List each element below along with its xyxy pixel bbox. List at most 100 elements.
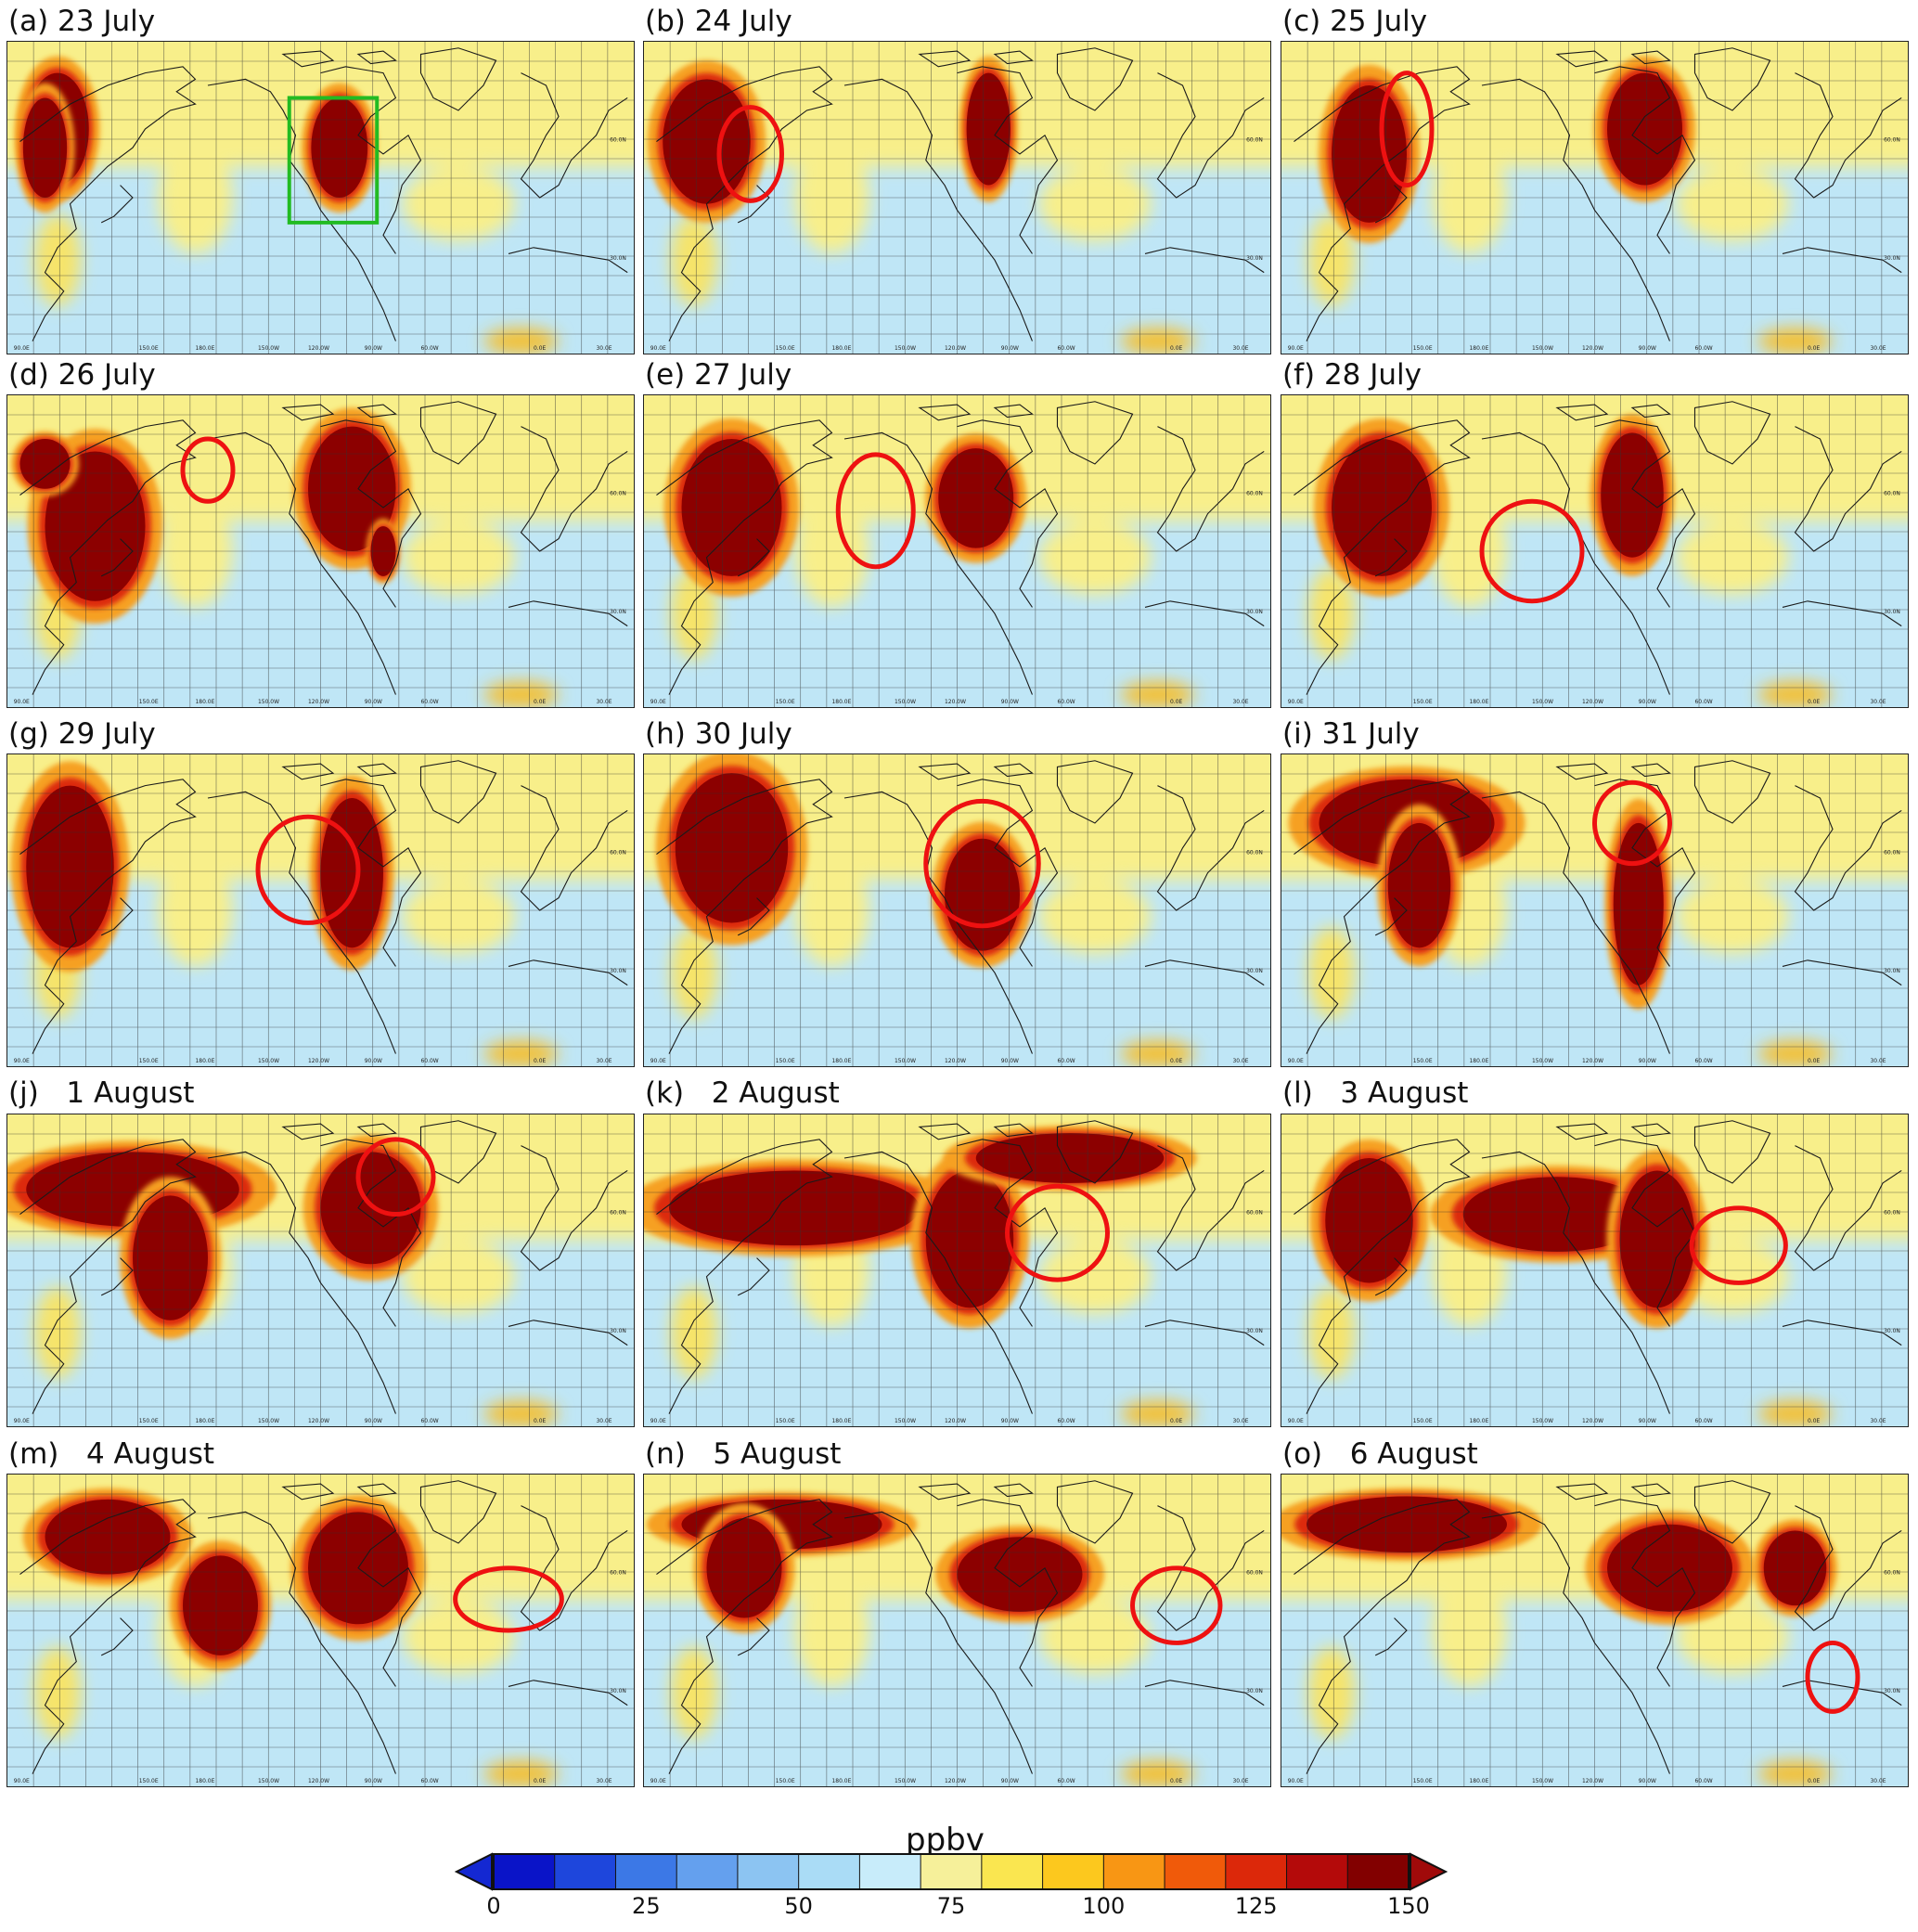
longitude-label: 120.0W <box>308 1418 329 1424</box>
map-panel: 90.0E 150.0E 180.0E 150.0W 120.0W 90.0W 60.0W 0… <box>643 1474 1271 1787</box>
latitude-label: 60.0N <box>1884 1210 1900 1217</box>
coastlines <box>1294 1480 1902 1774</box>
longitude-label: 120.0W <box>308 1778 329 1784</box>
longitude-label: 30.0E <box>1233 1058 1249 1064</box>
plume-core <box>706 1518 782 1618</box>
longitude-label: 150.0E <box>139 699 159 705</box>
plume-core <box>938 448 1014 548</box>
plume-core <box>945 838 1020 951</box>
longitude-label: 120.0W <box>1582 1778 1603 1784</box>
longitude-label: 90.0E <box>14 345 30 352</box>
coastlines <box>19 1480 628 1774</box>
colorbar-segment <box>981 1854 1044 1889</box>
ozone-plumes <box>15 56 378 213</box>
longitude-label: 0.0E <box>534 345 547 352</box>
map-panel: 90.0E 150.0E 180.0E 150.0W 120.0W 90.0W 60.0W 0… <box>1281 1474 1909 1787</box>
plume-core <box>681 439 782 576</box>
colorbar-tick-label: 100 <box>1082 1893 1126 1919</box>
latitude-label: 30.0N <box>610 609 626 615</box>
coastlines <box>19 47 628 341</box>
longitude-label: 180.0E <box>196 699 215 705</box>
latitude-label: 60.0N <box>1246 850 1263 857</box>
latitude-label: 30.0N <box>1246 609 1263 615</box>
highlight-ellipse <box>1130 1565 1223 1645</box>
latitude-label: 60.0N <box>610 1570 626 1577</box>
colorbar-title: ppbv <box>906 1822 985 1859</box>
highlight-ellipse <box>255 814 361 925</box>
longitude-label: 180.0E <box>1470 1778 1489 1784</box>
longitude-label: 0.0E <box>534 1778 547 1784</box>
colorbar-tick-label: 50 <box>784 1893 813 1919</box>
plume-core <box>1763 1530 1827 1606</box>
longitude-label: 150.0E <box>1413 699 1433 705</box>
longitude-label: 150.0W <box>895 1058 916 1064</box>
longitude-label: 150.0E <box>776 1058 795 1064</box>
longitude-label: 150.0E <box>1413 345 1433 352</box>
coastlines <box>656 1120 1265 1414</box>
map-svg: 90.0E 150.0E 180.0E 150.0W 120.0W 90.0W 60.0W 0… <box>1281 42 1908 354</box>
map-svg: 90.0E 150.0E 180.0E 150.0W 120.0W 90.0W 60.0W 0… <box>7 1114 634 1426</box>
ozone-plumes <box>655 754 1034 968</box>
ozone-plumes <box>7 1135 439 1339</box>
coastlines <box>19 401 628 695</box>
grid-lines <box>7 1475 634 1786</box>
longitude-label: 30.0E <box>1233 1418 1249 1424</box>
latitude-label: 60.0N <box>1246 1210 1263 1217</box>
longitude-label: 90.0E <box>650 1058 666 1064</box>
longitude-label: 150.0E <box>139 1418 159 1424</box>
colorbar-segment <box>1103 1854 1165 1889</box>
panel-title: (b) 24 July <box>645 5 792 38</box>
longitude-label: 60.0W <box>1695 1058 1713 1064</box>
longitude-label: 90.0W <box>1639 1058 1656 1064</box>
longitude-label: 150.0W <box>895 699 916 705</box>
panel-title: (c) 25 July <box>1282 5 1428 38</box>
panel-title: (g) 29 July <box>8 717 156 751</box>
plume-core <box>663 79 751 204</box>
map-svg: 90.0E 150.0E 180.0E 150.0W 120.0W 90.0W 60.0W 0… <box>7 1475 634 1786</box>
longitude-label: 0.0E <box>1808 1418 1821 1424</box>
latitude-label: 60.0N <box>1884 491 1900 497</box>
longitude-label: 60.0W <box>1695 345 1713 352</box>
longitude-label: 90.0E <box>650 1418 666 1424</box>
longitude-label: 150.0W <box>258 345 279 352</box>
plume-core <box>19 439 71 489</box>
longitude-label: 120.0W <box>1582 1058 1603 1064</box>
longitude-label: 180.0E <box>832 345 852 352</box>
longitude-label: 150.0E <box>1413 1418 1433 1424</box>
coastlines <box>19 760 628 1054</box>
map-panel: 90.0E 150.0E 180.0E 150.0W 120.0W 90.0W 60.0W 0… <box>643 753 1271 1067</box>
longitude-label: 180.0E <box>1470 1058 1489 1064</box>
longitude-label: 30.0E <box>1871 699 1886 705</box>
colorbar-segment <box>1347 1854 1410 1889</box>
longitude-label: 120.0W <box>1582 1418 1603 1424</box>
longitude-label: 150.0W <box>895 345 916 352</box>
latitude-label: 30.0N <box>610 1328 626 1334</box>
longitude-label: 90.0E <box>14 1058 30 1064</box>
plume-core <box>675 773 789 923</box>
longitude-label: 90.0W <box>1639 345 1656 352</box>
coastlines <box>656 1480 1265 1774</box>
longitude-label: 120.0W <box>945 1778 966 1784</box>
map-panel: 90.0E 150.0E 180.0E 150.0W 120.0W 90.0W 60.0W 0… <box>643 1114 1271 1427</box>
plume-core <box>1332 85 1407 223</box>
longitude-label: 180.0E <box>832 1778 852 1784</box>
panel-title: (h) 30 July <box>645 717 792 751</box>
longitude-label: 90.0E <box>14 1418 30 1424</box>
grid-lines <box>1281 1475 1908 1786</box>
longitude-label: 120.0W <box>945 345 966 352</box>
longitude-label: 30.0E <box>1871 1058 1886 1064</box>
panel-title: (f) 28 July <box>1282 358 1422 392</box>
panel-title: (e) 27 July <box>645 358 792 392</box>
colorbar-segment <box>920 1854 983 1889</box>
longitude-label: 150.0W <box>258 1418 279 1424</box>
longitude-label: 30.0E <box>1233 1778 1249 1784</box>
map-svg: 90.0E 150.0E 180.0E 150.0W 120.0W 90.0W 60.0W 0… <box>1281 754 1908 1066</box>
latitude-label: 30.0N <box>610 1688 626 1694</box>
longitude-label: 180.0E <box>1470 699 1489 705</box>
plume-core <box>1307 1496 1507 1552</box>
longitude-label: 150.0E <box>139 345 159 352</box>
grid-lines <box>644 42 1270 354</box>
longitude-label: 90.0W <box>1001 699 1019 705</box>
panel-title: (k) 2 August <box>645 1076 840 1110</box>
